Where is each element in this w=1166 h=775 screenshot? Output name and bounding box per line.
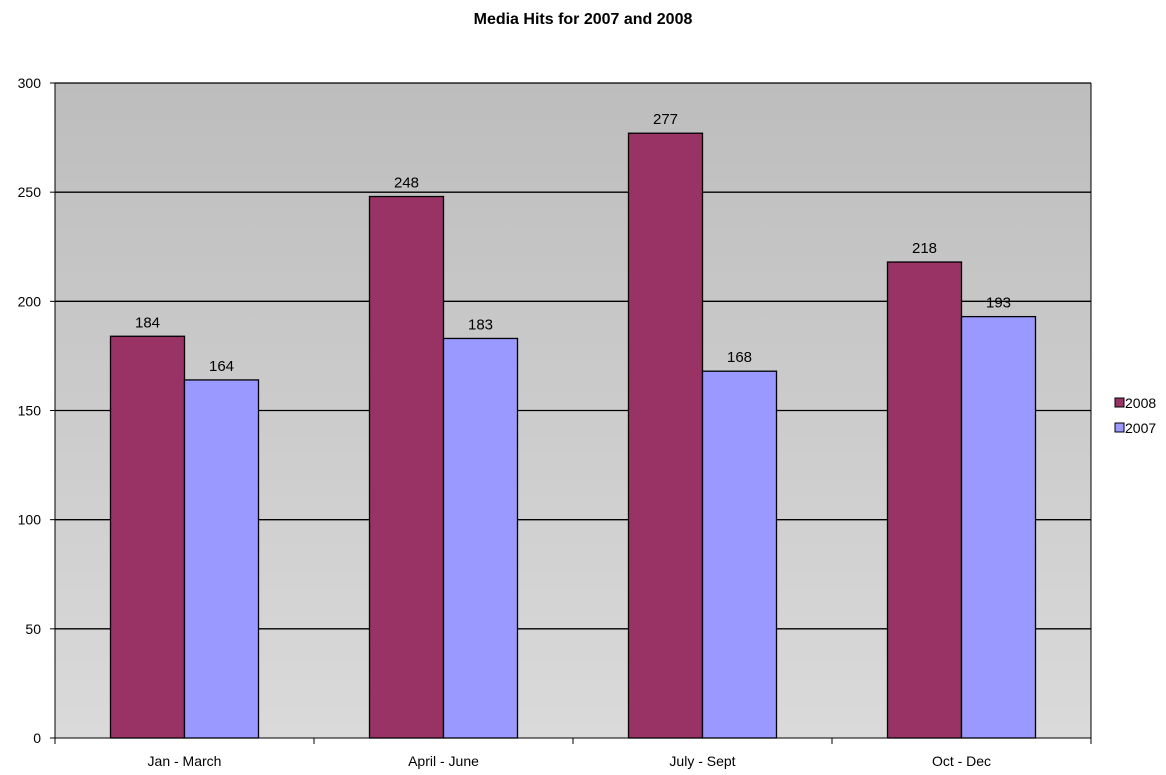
y-tick-label: 200 <box>18 293 42 309</box>
legend: 2008 2007 <box>1114 395 1156 436</box>
data-labels: 184 164 248 183 277 168 218 193 <box>135 111 1011 375</box>
y-tick-label: 300 <box>18 75 42 91</box>
x-tick-label: Oct - Dec <box>932 753 991 769</box>
bar-2007 <box>442 337 519 739</box>
legend-swatch-2007 <box>1114 422 1125 433</box>
legend-swatch-2008 <box>1114 397 1125 408</box>
x-tick-label: April - June <box>408 753 479 769</box>
data-label: 164 <box>209 358 234 375</box>
chart-title: Media Hits for 2007 and 2008 <box>474 11 693 28</box>
axes-ticks: 0 50 100 150 200 250 300 Jan - March April - Jun… <box>18 75 1092 769</box>
bar-2007 <box>701 370 778 739</box>
bar-2008 <box>368 195 445 739</box>
bars <box>109 132 1037 739</box>
bar-2008 <box>886 261 963 739</box>
data-label: 168 <box>727 349 752 366</box>
data-label: 277 <box>653 111 678 128</box>
data-label: 248 <box>394 175 419 192</box>
data-label: 193 <box>986 295 1011 312</box>
bar-2008 <box>627 132 704 739</box>
legend-label: 2008 <box>1125 395 1156 411</box>
data-label: 218 <box>912 240 937 257</box>
data-label: 183 <box>468 316 493 333</box>
y-tick-label: 50 <box>25 621 41 637</box>
y-tick-label: 100 <box>18 512 42 528</box>
y-tick-label: 250 <box>18 184 42 200</box>
x-tick-label: Jan - March <box>148 753 222 769</box>
y-tick-label: 150 <box>18 403 42 419</box>
y-tick-label: 0 <box>33 730 41 746</box>
x-tick-label: July - Sept <box>669 753 735 769</box>
bar-2007 <box>183 379 260 739</box>
bar-2008 <box>109 335 186 739</box>
legend-label: 2007 <box>1125 420 1156 436</box>
data-label: 184 <box>135 314 160 331</box>
bar-2007 <box>960 315 1037 739</box>
